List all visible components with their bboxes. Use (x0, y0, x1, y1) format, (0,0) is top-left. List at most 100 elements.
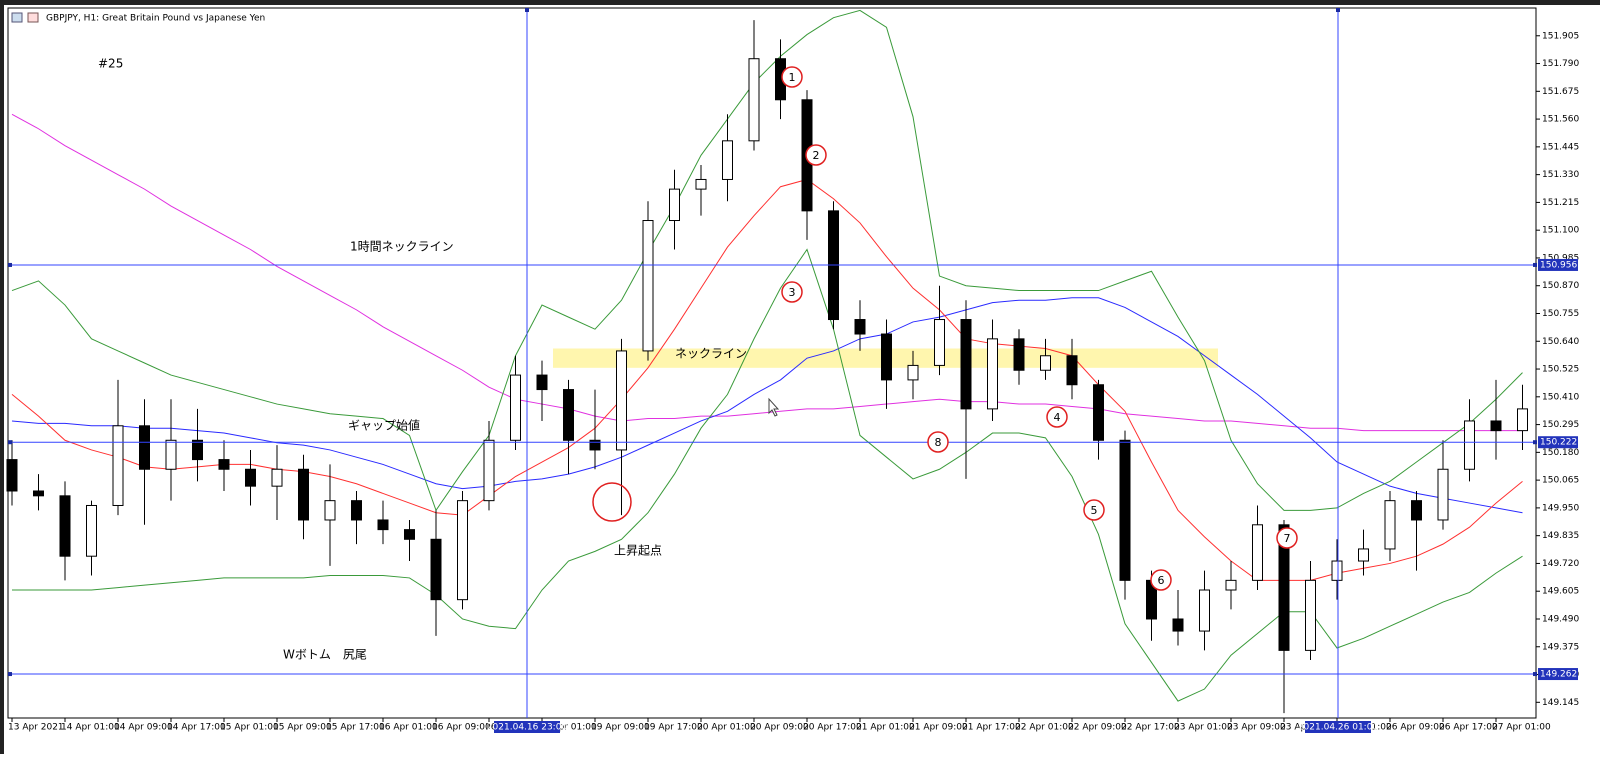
y-tick-label: 150.065 (1542, 476, 1579, 486)
marker-circle (805, 144, 827, 166)
time-label-bg (1305, 721, 1371, 733)
line-handle (1533, 440, 1537, 445)
x-tick-label: 19 Apr 09:00 (591, 723, 650, 733)
annotation: ギャップ始値 (348, 418, 420, 433)
y-tick-label: 149.145 (1542, 698, 1579, 708)
candle-body (987, 338, 998, 410)
y-tick-label: 151.215 (1542, 198, 1579, 208)
candle-body (59, 495, 71, 557)
y-tick-label: 151.905 (1542, 31, 1579, 41)
plot: ネックライン 151.905 151.790 151.675 151.560 151.44… (6, 8, 1579, 733)
candle-body (245, 468, 256, 487)
annotation: 1時間ネックライン (350, 240, 454, 254)
candle-body (271, 468, 283, 487)
time-label: 2021.04.16 23:00 (487, 723, 568, 733)
marker-circle (781, 281, 803, 303)
price-label-bg (1538, 668, 1578, 681)
x-tick-label: 23 Apr 09:00 (1227, 723, 1286, 733)
x-tick-label: 14 Apr 01:00 (61, 723, 120, 733)
candle-body (1278, 524, 1290, 651)
candle-body (1172, 618, 1184, 632)
time-label: 2021.04.26 01:00 (1298, 723, 1379, 733)
y-tick-label: 150.410 (1542, 392, 1579, 402)
candle-body (1199, 589, 1210, 632)
candle-body (748, 58, 760, 142)
price-label-bg (1538, 436, 1578, 449)
candle-body (1225, 579, 1237, 591)
marker-label: 8 (935, 436, 942, 449)
y-tick-label: 150.525 (1542, 365, 1579, 375)
y-tick-label: 150.640 (1542, 337, 1579, 347)
cursor (768, 397, 780, 417)
x-tick-label: 21 Apr 17:00 (962, 723, 1021, 733)
x-tick-label: 16 Apr 01:00 (379, 723, 438, 733)
x-tick-label: 15 Apr 17:00 (326, 723, 385, 733)
indicator-line (11, 9, 1523, 512)
annotation: 上昇起点 (614, 544, 662, 558)
candle-body (430, 538, 442, 601)
candle-body (483, 439, 495, 502)
y-tick-label: 150.870 (1542, 281, 1579, 291)
candle-body (1464, 420, 1475, 470)
y-tick-label: 151.100 (1542, 226, 1579, 236)
candle-body (6, 459, 18, 492)
line-handle (525, 8, 529, 12)
candle-body (112, 425, 124, 506)
x-tick-label: 20 Apr 01:00 (697, 723, 756, 733)
indicator-line (11, 178, 1523, 581)
x-tick-label: 19 Apr 01:00 (538, 723, 597, 733)
x-tick-label: 20 Apr 17:00 (803, 723, 862, 733)
annotation: #25 (98, 57, 123, 71)
marker-circle (1276, 527, 1298, 549)
marker-label: 6 (1158, 574, 1165, 587)
candle-body (669, 188, 680, 222)
candle-body (1093, 384, 1104, 441)
candle-body (854, 319, 866, 335)
y-tick-label: 151.330 (1542, 170, 1579, 180)
y-tick-label: 150.295 (1542, 420, 1579, 430)
y-tick-label: 149.375 (1542, 642, 1579, 652)
line-handle (1533, 672, 1537, 677)
y-tick-label: 149.605 (1542, 587, 1579, 597)
y-tick-label: 150.985 (1542, 253, 1579, 263)
candle-body (1040, 355, 1051, 371)
marker-circle (1150, 569, 1172, 591)
candle-body (722, 140, 733, 180)
price-label: 149.262 (1540, 670, 1577, 680)
x-tick-label: 14 Apr 17:00 (167, 723, 226, 733)
price-label: 150.222 (1540, 438, 1577, 448)
indicator-line (12, 248, 1523, 702)
line-handle (1533, 262, 1537, 267)
y-tick-label: 150.180 (1542, 448, 1579, 458)
x-tick-label: 13 Apr 2021 (8, 723, 64, 733)
y-tick-label: 151.445 (1542, 142, 1579, 152)
x-tick-label: 21 Apr 09:00 (909, 723, 968, 733)
y-tick-label: 149.835 (1542, 531, 1579, 541)
marker-label: 2 (813, 149, 820, 162)
candle-body (1252, 524, 1263, 581)
line-handle (8, 440, 12, 445)
candle-body (616, 350, 627, 451)
candle-body (324, 500, 336, 521)
x-tick-label: 22 Apr 09:00 (1068, 723, 1127, 733)
candle-body (351, 500, 362, 521)
candle-body (1305, 579, 1316, 651)
start-circle (592, 482, 632, 522)
candle-body (907, 364, 919, 381)
candle-body (377, 519, 389, 531)
y-tick-label: 150.755 (1542, 309, 1579, 319)
candle-body (165, 439, 177, 470)
candle-body (1517, 408, 1528, 432)
icon (11, 12, 23, 23)
candle-body (404, 529, 415, 540)
y-tick-label: 149.950 (1542, 503, 1579, 513)
marker-circle (1083, 499, 1105, 521)
x-tick-label: 22 Apr 01:00 (1015, 723, 1074, 733)
candle-body (642, 220, 654, 352)
y-tick-label: 149.490 (1542, 614, 1579, 624)
x-tick-label: 14 Apr 09:00 (114, 723, 173, 733)
candle-body (1013, 338, 1025, 371)
